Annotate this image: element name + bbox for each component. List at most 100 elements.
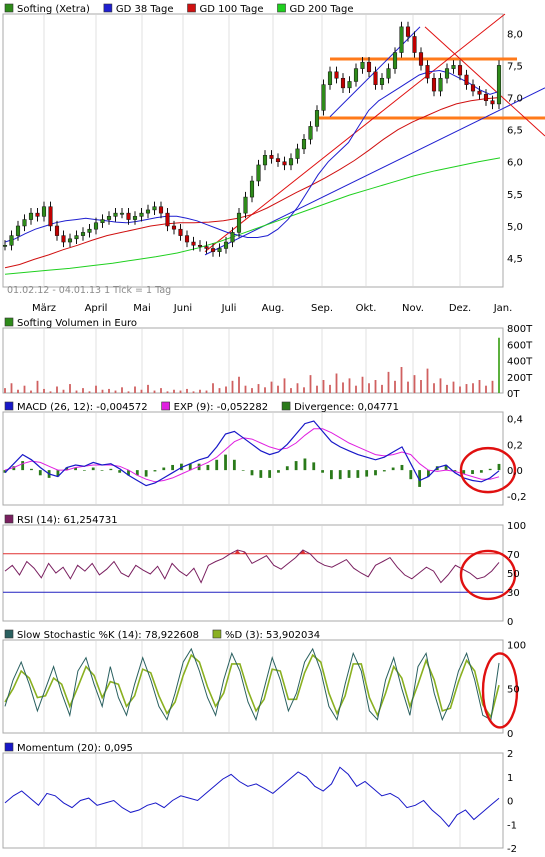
volume-bar bbox=[218, 388, 221, 393]
volume-bar bbox=[10, 383, 13, 393]
volume-bar bbox=[82, 388, 84, 393]
volume-bar bbox=[290, 388, 292, 393]
volume-bar bbox=[212, 383, 214, 393]
divergence-bar bbox=[162, 467, 166, 471]
volume-bar bbox=[478, 380, 481, 393]
volume-bar bbox=[140, 389, 143, 393]
mom-y-tick-label: 1 bbox=[507, 773, 513, 784]
volume-bar bbox=[374, 380, 377, 393]
candle-body bbox=[418, 52, 424, 66]
divergence-bar bbox=[206, 464, 210, 471]
volume-bar bbox=[199, 389, 201, 393]
candle-body bbox=[22, 219, 27, 227]
price-legend-swatch-icon bbox=[4, 3, 14, 13]
stoch-k-line bbox=[4, 647, 500, 722]
volume-bar bbox=[127, 391, 130, 393]
candle-body bbox=[145, 209, 151, 214]
mom-y-tick-label: 2 bbox=[507, 749, 513, 760]
candle-body bbox=[152, 206, 157, 211]
volume-bar bbox=[244, 385, 247, 393]
volume-y-tick-label: 400T bbox=[507, 357, 533, 368]
divergence-bar bbox=[241, 470, 245, 471]
rsi-y-tick-label: 100 bbox=[507, 521, 526, 532]
volume-y-tick-label: 0T bbox=[507, 389, 520, 400]
candle-body bbox=[399, 26, 404, 53]
x-tick-label: Dez. bbox=[449, 303, 471, 314]
annotation-circle bbox=[459, 446, 517, 494]
divergence-bar bbox=[497, 463, 501, 471]
volume-bar bbox=[62, 389, 65, 393]
price-y-tick-label: 6,5 bbox=[507, 126, 523, 137]
candle-body bbox=[74, 235, 79, 240]
candle-body bbox=[87, 228, 92, 233]
candle-body bbox=[54, 225, 60, 236]
volume-bar bbox=[153, 390, 156, 393]
candle-body bbox=[483, 94, 489, 101]
candle-body bbox=[438, 77, 443, 92]
candle-body bbox=[392, 52, 398, 69]
volume-bar bbox=[485, 385, 487, 393]
divergence-bar bbox=[294, 461, 298, 471]
divergence-bar bbox=[462, 470, 466, 474]
volume-bar bbox=[407, 381, 409, 393]
mom-y-tick-label: -1 bbox=[507, 820, 517, 831]
candle-body bbox=[451, 65, 456, 69]
candle-body bbox=[93, 222, 99, 230]
candle-body bbox=[275, 158, 281, 162]
divergence-bar bbox=[3, 470, 7, 473]
divergence-bar bbox=[135, 470, 139, 476]
volume-legend-label: Softing Volumen in Euro bbox=[17, 318, 137, 329]
candle-body bbox=[126, 212, 131, 220]
divergence-bar bbox=[444, 464, 448, 471]
exp-line bbox=[4, 428, 500, 483]
candle-body bbox=[158, 206, 164, 214]
volume-bar bbox=[316, 385, 318, 393]
x-tick-label: Juli bbox=[221, 303, 237, 314]
macd-y-tick-label: -0,2 bbox=[507, 492, 527, 503]
candle-body bbox=[386, 68, 391, 79]
candle-body bbox=[119, 212, 125, 215]
annotation-circle bbox=[481, 652, 519, 729]
volume-bar bbox=[257, 384, 260, 393]
divergence-bar bbox=[21, 461, 25, 471]
stoch-y-tick-label: 0 bbox=[507, 729, 513, 740]
volume-panel-frame bbox=[2, 327, 504, 394]
divergence-bar bbox=[479, 470, 483, 473]
candle-body bbox=[431, 77, 437, 92]
volume-bar bbox=[296, 383, 299, 393]
macd-legend-label: EXP (9): -0,052282 bbox=[174, 402, 268, 413]
divergence-bar bbox=[109, 468, 113, 471]
volume-bar bbox=[147, 384, 149, 393]
divergence-bar bbox=[356, 470, 360, 478]
candle-body bbox=[178, 228, 183, 236]
candle-body bbox=[217, 248, 222, 252]
candle-body bbox=[35, 212, 40, 217]
divergence-bar bbox=[12, 466, 16, 471]
price-y-tick-label: 7,5 bbox=[507, 61, 523, 72]
candle-body bbox=[2, 244, 8, 247]
rsi-overbought-fill bbox=[234, 549, 241, 554]
volume-bar bbox=[30, 390, 32, 393]
volume-bar bbox=[465, 384, 468, 393]
price-legend-label: GD 100 Tage bbox=[200, 4, 264, 15]
candle-body bbox=[113, 212, 118, 217]
candle-body bbox=[327, 71, 333, 85]
volume-bar bbox=[186, 388, 188, 393]
divergence-bar bbox=[65, 467, 69, 471]
divergence-bar bbox=[409, 470, 413, 480]
mom-y-tick-label: 0 bbox=[507, 797, 513, 808]
divergence-bar bbox=[232, 459, 236, 471]
divergence-bar bbox=[100, 470, 104, 471]
candle-body bbox=[230, 232, 235, 243]
candle-body bbox=[262, 155, 268, 166]
candle-body bbox=[236, 212, 242, 233]
volume-bar bbox=[368, 383, 370, 393]
volume-bar bbox=[205, 390, 208, 393]
volume-bar bbox=[17, 389, 19, 393]
candle-body bbox=[223, 241, 229, 249]
rsi-overbought-fill bbox=[299, 549, 306, 554]
divergence-bar bbox=[277, 470, 280, 473]
candle-body bbox=[464, 74, 469, 85]
x-tick-label: Juni bbox=[173, 303, 192, 314]
volume-bar bbox=[303, 387, 305, 393]
